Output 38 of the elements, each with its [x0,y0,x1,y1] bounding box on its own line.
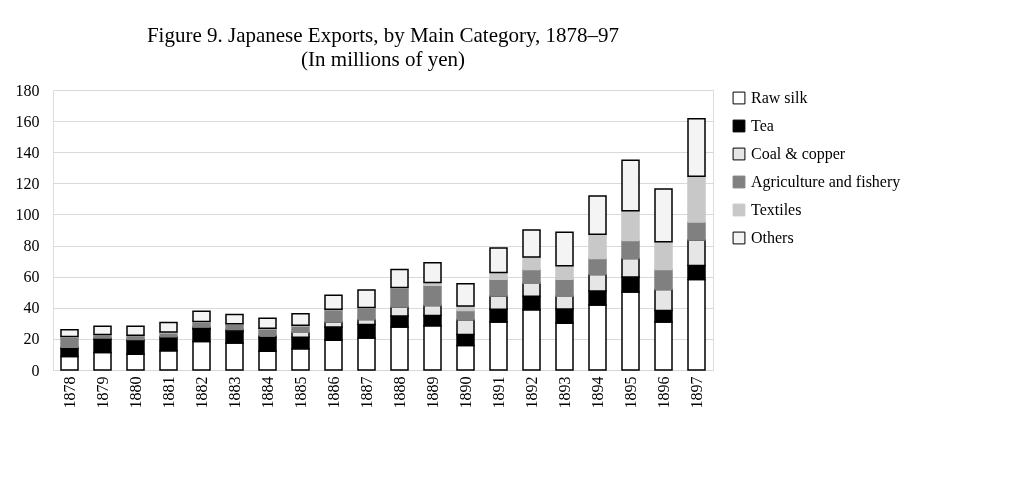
x-tick-label: 1881 [159,376,177,409]
legend-label: Coal & copper [751,145,846,163]
x-tick-label: 1888 [390,376,408,409]
x-tick-label: 1880 [126,376,144,409]
y-tick-label: 60 [23,268,40,286]
x-tick-label: 1894 [588,376,606,409]
x-tick-label: 1895 [621,376,639,409]
y-tick-label: 80 [23,237,40,255]
x-tick-label: 1883 [225,376,243,409]
y-tick-label: 120 [15,174,40,192]
x-tick-label: 1879 [93,376,111,409]
x-tick-label: 1889 [423,376,441,409]
x-tick-label: 1897 [687,376,705,409]
x-tick-label: 1885 [291,376,309,409]
x-tick-label: 1886 [324,376,342,409]
y-tick-label: 140 [15,143,40,161]
y-tick-label: 40 [23,299,40,317]
y-tick-label: 20 [23,330,40,348]
x-tick-label: 1891 [489,376,507,409]
y-tick-label: 100 [15,205,40,223]
x-tick-label: 1892 [522,376,540,409]
y-tick-label: 160 [15,112,40,130]
legend-label: Others [751,229,794,246]
x-tick-label: 1887 [357,376,375,409]
x-tick-label: 1893 [555,376,573,409]
legend-label: Raw silk [751,89,808,106]
legend-label: Agriculture and fishery [751,173,901,191]
chart-title: Figure 9. Japanese Exports, by Main Category, 1878–97 [146,23,620,47]
x-tick-label: 1882 [192,376,210,409]
x-tick-label: 1878 [60,376,78,409]
x-tick-label: 1890 [456,376,474,409]
legend-label: Tea [751,117,774,134]
y-tick-label: 0 [31,361,40,379]
legend-label: Textiles [751,201,802,218]
x-tick-label: 1896 [654,376,672,409]
chart-subtitle: (In millions of yen) [301,47,465,71]
y-tick-label: 180 [15,81,40,99]
x-tick-label: 1884 [258,376,276,409]
